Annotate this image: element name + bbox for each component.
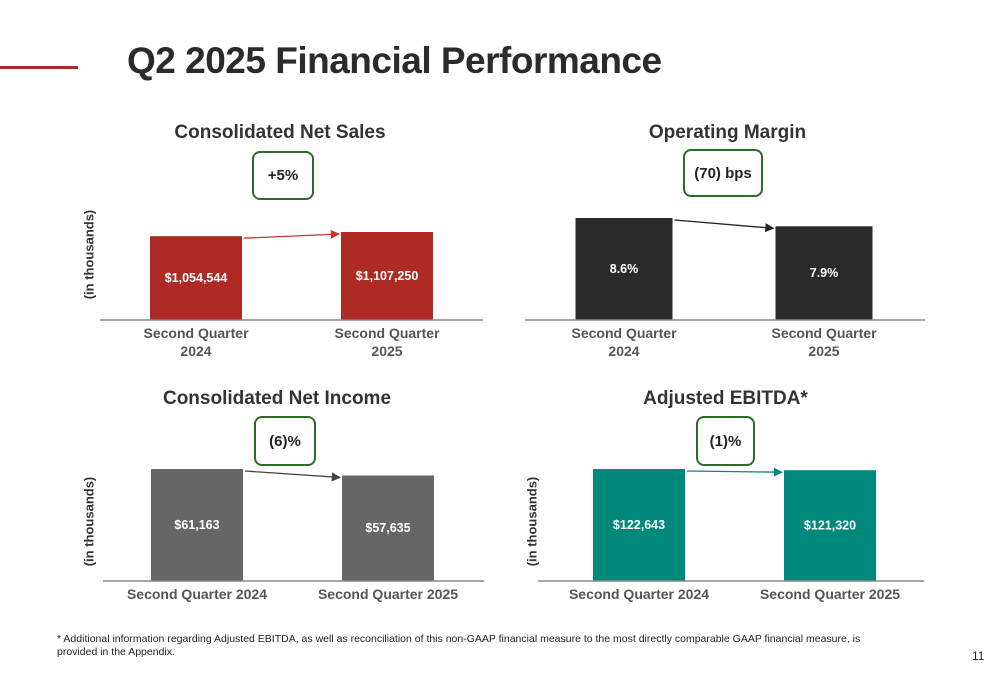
adjusted-ebitda-chart: $122,643 Second Quarter 2024 $121,320 Secon… — [538, 467, 924, 602]
net-income-chart: $61,163 Second Quarter 2024 $57,635 Second … — [103, 469, 484, 602]
operating-margin-chart: 8.6% Second Quarter 2024 7.9% Second Quarter… — [525, 218, 925, 359]
operating-margin-tick-label-1-line-2: 2024 — [608, 343, 639, 359]
adjusted-ebitda-value-label-1: $122,643 — [613, 518, 665, 532]
net-sales-trend-arrow — [243, 229, 340, 239]
operating-margin-value-label-2: 7.9% — [810, 266, 839, 280]
operating-margin-bar-1 — [575, 218, 673, 320]
net-income-value-label-1: $61,163 — [174, 518, 219, 532]
adjusted-ebitda-change-badge: (1)% — [696, 416, 755, 466]
title-accent-line — [0, 66, 78, 69]
adjusted-ebitda-bar-1 — [593, 469, 685, 581]
net-income-title: Consolidated Net Income — [162, 388, 392, 409]
adjusted-ebitda-tick-label-1: Second Quarter 2024 — [569, 586, 709, 602]
adjusted-ebitda-title: Adjusted EBITDA* — [643, 388, 808, 409]
adjusted-ebitda-bar-2 — [784, 470, 876, 581]
net-income-panel: Consolidated Net Income (6)% (in thousan… — [80, 388, 490, 613]
net-income-tick-label-1: Second Quarter 2024 — [127, 586, 267, 602]
net-income-value-label-2: $57,635 — [365, 521, 410, 535]
operating-margin-trend-arrow — [674, 219, 775, 233]
operating-margin-tick-label-2-line-1: Second Quarter — [771, 325, 877, 341]
adjusted-ebitda-tick-label-2: Second Quarter 2025 — [760, 586, 900, 602]
net-income-tick-label-2: Second Quarter 2025 — [318, 586, 458, 602]
operating-margin-change-badge: (70) bps — [683, 149, 763, 197]
net-sales-tick-label-2-line-2: 2025 — [371, 343, 402, 359]
net-income-bar-2 — [342, 475, 434, 581]
net-sales-panel: Consolidated Net Sales +5% (in thousands… — [80, 122, 490, 372]
net-sales-change-badge: +5% — [252, 151, 314, 200]
footnote: * Additional information regarding Adjus… — [57, 633, 861, 658]
net-sales-title: Consolidated Net Sales — [174, 122, 386, 143]
net-sales-chart: $1,054,544 Second Quarter 2024 $1,107,250 Se… — [100, 229, 483, 359]
net-sales-value-label-1: $1,054,544 — [165, 271, 228, 285]
net-sales-tick-label-1-line-1: Second Quarter — [143, 325, 249, 341]
net-income-trend-arrow — [244, 470, 341, 482]
adjusted-ebitda-panel: Adjusted EBITDA* (1)% (in thousands) $12… — [515, 388, 930, 613]
operating-margin-value-label-1: 8.6% — [610, 262, 639, 276]
operating-margin-title: Operating Margin — [648, 122, 807, 143]
adjusted-ebitda-trend-arrow — [686, 467, 783, 477]
net-sales-bar-2 — [341, 232, 433, 320]
net-income-change-badge: (6)% — [254, 416, 316, 466]
operating-margin-tick-label-1-line-1: Second Quarter — [571, 325, 677, 341]
page-number: 11 — [972, 649, 985, 663]
operating-margin-bar-2 — [775, 226, 873, 320]
page-title: Q2 2025 Financial Performance — [127, 40, 662, 81]
net-income-bar-1 — [151, 469, 243, 581]
net-sales-bar-1 — [150, 236, 242, 320]
operating-margin-panel: Operating Margin (70) bps 8.6% Second Qua… — [515, 122, 930, 372]
operating-margin-tick-label-2-line-2: 2025 — [808, 343, 839, 359]
net-sales-value-label-2: $1,107,250 — [356, 269, 419, 283]
net-sales-tick-label-2-line-1: Second Quarter — [334, 325, 440, 341]
adjusted-ebitda-value-label-2: $121,320 — [804, 519, 856, 533]
net-sales-tick-label-1-line-2: 2024 — [180, 343, 211, 359]
